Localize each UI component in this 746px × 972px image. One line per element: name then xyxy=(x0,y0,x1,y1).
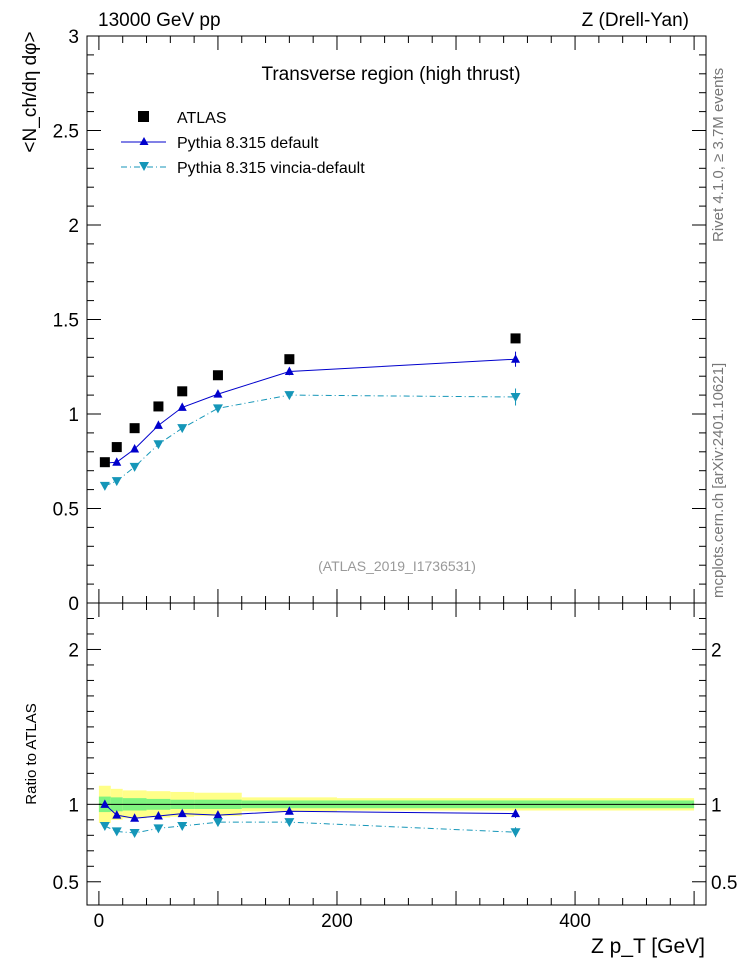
y-axis-title-main: <N_ch/dη dφ> xyxy=(20,31,41,152)
default-point xyxy=(177,402,187,411)
default-ratio-line xyxy=(104,803,516,819)
default-point xyxy=(213,389,223,398)
header-energy-label: 13000 GeV pp xyxy=(98,10,221,31)
vincia-point xyxy=(177,424,188,434)
x-tick-label: 0 xyxy=(94,911,105,932)
default-point xyxy=(112,457,122,466)
y-tick-label: 2 xyxy=(68,216,79,237)
main-panel: Transverse region (high thrust) (ATLAS_2… xyxy=(86,35,707,604)
vincia-ratio-point xyxy=(510,828,521,838)
ratio-tick-label-right: 2 xyxy=(711,640,722,661)
vincia-point xyxy=(510,392,521,402)
atlas-point xyxy=(153,401,164,412)
chart-title: Transverse region (high thrust) xyxy=(261,64,520,85)
vincia-ratio-point xyxy=(177,822,188,832)
default-ratio-point xyxy=(130,813,140,822)
vincia-ratio-point xyxy=(99,822,110,832)
default-ratio-point xyxy=(112,810,122,819)
vincia-ratio-line xyxy=(104,821,516,834)
legend: ATLAS Pythia 8.315 default Pythia 8.315 … xyxy=(121,110,365,177)
ratio-panel xyxy=(86,602,707,906)
analysis-watermark: (ATLAS_2019_I1736531) xyxy=(318,558,476,574)
vincia-ratio-point xyxy=(212,818,223,828)
vincia-point xyxy=(111,477,122,487)
header-process-label: Z (Drell-Yan) xyxy=(582,10,689,31)
mcplots-label: mcplots.cern.ch [arXiv:2401.10621] xyxy=(710,363,727,598)
ratio-tick-label-left: 0.5 xyxy=(53,873,79,894)
y-tick-label: 1.5 xyxy=(53,311,79,332)
ratio-frame xyxy=(86,602,707,906)
vincia-ratio-point xyxy=(111,827,122,837)
vincia-series-line xyxy=(104,394,516,487)
default-ratio-point xyxy=(153,810,163,820)
vincia-ratio-point xyxy=(153,824,164,834)
legend-default-marker xyxy=(139,137,149,145)
atlas-point xyxy=(284,354,295,365)
vincia-point xyxy=(129,462,140,472)
y-tick-label: 3 xyxy=(68,27,79,48)
x-tick-label: 400 xyxy=(559,911,591,932)
atlas-point xyxy=(111,442,122,453)
default-ratio-point xyxy=(511,808,521,818)
x-tick-label: 200 xyxy=(321,911,353,932)
ratio-tick-label-left: 1 xyxy=(68,795,79,816)
ratio-tick-label-left: 2 xyxy=(68,640,79,661)
default-ratio-point xyxy=(284,806,294,815)
vincia-point xyxy=(212,404,223,414)
default-ratio-point xyxy=(100,799,110,808)
vincia-ratio-point xyxy=(129,828,140,838)
ratio-tick-label-right: 1 xyxy=(711,795,722,816)
atlas-point xyxy=(177,386,188,397)
vincia-point xyxy=(99,481,110,491)
y-tick-label: 1 xyxy=(68,405,79,426)
default-ratio-point xyxy=(177,808,187,818)
default-point xyxy=(153,420,163,429)
default-point xyxy=(130,443,140,453)
legend-atlas-label: ATLAS xyxy=(177,110,227,127)
x-axis-title: Z p_T [GeV] xyxy=(591,935,705,958)
legend-atlas-marker xyxy=(138,111,149,122)
atlas-point xyxy=(99,457,110,468)
legend-vincia-marker xyxy=(139,162,149,171)
default-point xyxy=(511,354,521,363)
default-series-line xyxy=(104,358,516,464)
legend-vincia-label: Pythia 8.315 vincia-default xyxy=(177,160,365,177)
default-point xyxy=(284,366,294,375)
y-axis-title-ratio: Ratio to ATLAS xyxy=(23,703,40,804)
y-tick-label: 0.5 xyxy=(53,500,79,521)
default-ratio-point xyxy=(213,810,223,819)
atlas-point xyxy=(129,423,140,434)
atlas-point xyxy=(510,333,521,344)
ratio-tick-label-right: 0.5 xyxy=(711,873,737,894)
y-tick-label: 0 xyxy=(68,594,79,615)
vincia-ratio-point xyxy=(284,818,295,828)
legend-default-label: Pythia 8.315 default xyxy=(177,135,319,152)
vincia-point xyxy=(284,391,295,401)
atlas-point xyxy=(212,370,223,381)
rivet-label: Rivet 4.1.0, ≥ 3.7M events xyxy=(710,68,727,242)
vincia-point xyxy=(153,440,164,450)
y-tick-label: 2.5 xyxy=(53,122,79,143)
